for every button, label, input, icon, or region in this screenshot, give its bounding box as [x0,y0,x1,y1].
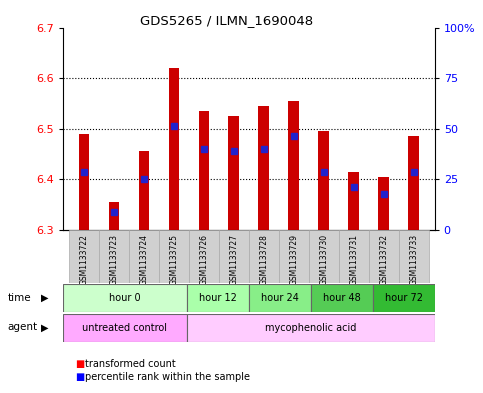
Bar [318,131,329,230]
Text: GSM1133725: GSM1133725 [169,234,178,285]
Bar [409,136,419,230]
Text: GSM1133724: GSM1133724 [139,234,148,285]
Bar [199,111,209,230]
Text: hour 48: hour 48 [323,293,361,303]
Text: GSM1133722: GSM1133722 [79,234,88,285]
Bar [109,202,119,230]
Bar [69,230,99,283]
Bar [379,177,389,230]
Text: hour 72: hour 72 [384,293,423,303]
Text: GSM1133723: GSM1133723 [109,234,118,285]
Text: ■: ■ [75,358,84,369]
Bar [187,284,249,312]
Bar [189,230,219,283]
Text: hour 24: hour 24 [261,293,298,303]
Bar [373,284,435,312]
Bar [279,230,309,283]
Bar [159,230,189,283]
Text: time: time [7,293,31,303]
Bar [228,116,239,230]
Text: transformed count: transformed count [85,358,175,369]
Bar [288,101,299,230]
Bar [258,106,269,230]
Text: untreated control: untreated control [82,323,167,333]
Text: percentile rank within the sample: percentile rank within the sample [85,372,250,382]
Text: GSM1133731: GSM1133731 [349,234,358,285]
Text: GSM1133727: GSM1133727 [229,234,238,285]
Bar [187,314,435,342]
Bar [169,68,179,230]
Text: GSM1133726: GSM1133726 [199,234,208,285]
Bar [79,134,89,230]
Bar [348,172,359,230]
Bar [249,284,311,312]
Text: mycophenolic acid: mycophenolic acid [265,323,356,333]
Bar [369,230,398,283]
Text: GSM1133733: GSM1133733 [409,234,418,285]
Bar [99,230,129,283]
Bar [219,230,249,283]
Text: GSM1133729: GSM1133729 [289,234,298,285]
Text: ▶: ▶ [41,322,48,332]
Text: hour 12: hour 12 [199,293,237,303]
Bar [398,230,429,283]
Text: GSM1133730: GSM1133730 [319,234,328,285]
Bar [129,230,159,283]
Text: GSM1133732: GSM1133732 [379,234,388,285]
Bar [139,151,149,230]
Bar [311,284,373,312]
Bar [249,230,279,283]
Bar [339,230,369,283]
Text: ■: ■ [75,372,84,382]
Text: GDS5265 / ILMN_1690048: GDS5265 / ILMN_1690048 [141,14,313,27]
Text: hour 0: hour 0 [109,293,141,303]
Text: agent: agent [7,322,37,332]
Bar [63,314,187,342]
Text: ▶: ▶ [41,293,48,303]
Bar [309,230,339,283]
Bar [63,284,187,312]
Text: GSM1133728: GSM1133728 [259,234,268,285]
